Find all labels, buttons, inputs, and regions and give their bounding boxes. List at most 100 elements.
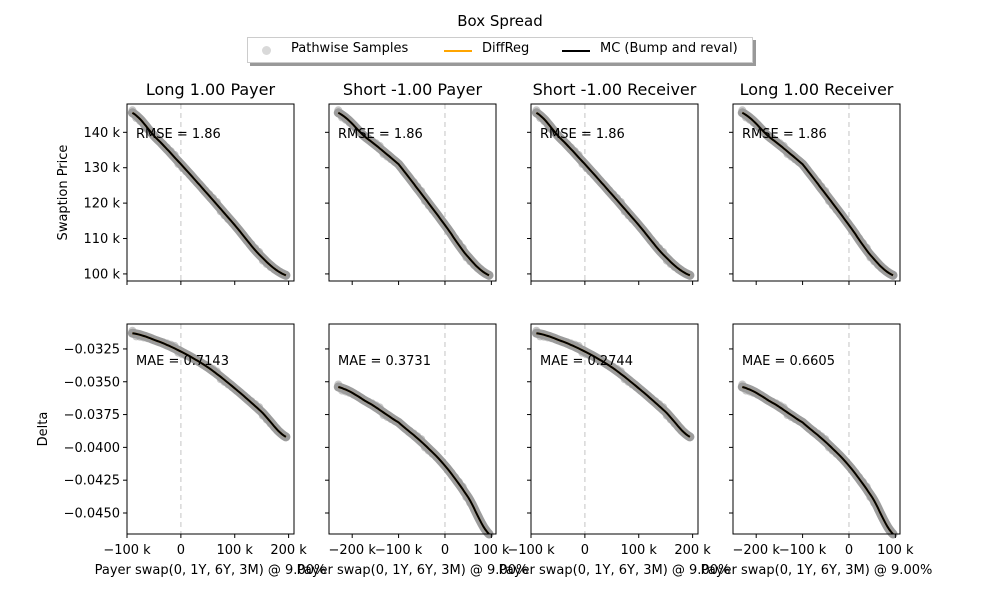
y-tick-label: 120 k [84, 197, 121, 212]
x-tick-label: −200 k [733, 543, 781, 558]
metric-annotation: MAE = 0.3731 [338, 354, 431, 369]
mc-line [741, 111, 894, 277]
axes-frame [530, 323, 699, 535]
panel-bottom-1: −200 k −100 k 0 100 k MAE = 0.3731 Payer swap… [297, 323, 529, 578]
diffreg-line [132, 332, 287, 438]
axes-frame [126, 103, 295, 282]
x-tick-label: −100 k [779, 543, 827, 558]
legend-line-diffreg [444, 50, 472, 52]
mc-line [337, 111, 490, 277]
sample-point [532, 106, 541, 115]
panel-top-3: RMSE = 1.86 Long 1.00 Receiver [729, 80, 901, 285]
x-axis-label: Payer swap(0, 1Y, 6Y, 3M) @ 9.00% [95, 563, 327, 578]
panel-title: Long 1.00 Payer [146, 80, 276, 99]
metric-annotation: RMSE = 1.86 [742, 127, 827, 142]
y-tick-label: −0.0450 [64, 507, 120, 522]
panel-title: Short -1.00 Receiver [533, 80, 697, 99]
x-tick-label: −100 k [103, 543, 151, 558]
legend-marker-samples [262, 46, 271, 55]
x-tick-label: 0 [845, 543, 853, 558]
x-axis-label: Payer swap(0, 1Y, 6Y, 3M) @ 9.00% [701, 563, 933, 578]
pathwise-samples [127, 328, 291, 442]
mc-line [338, 386, 490, 535]
sample-point [334, 106, 343, 115]
figure-title: Box Spread [457, 12, 542, 30]
x-tick-label: 100 k [216, 543, 253, 558]
metric-annotation: RMSE = 1.86 [136, 127, 221, 142]
sample-point [659, 247, 668, 256]
panel-bottom-3: −200 k −100 k 0 100 k MAE = 0.6605 Payer swap… [701, 323, 933, 578]
x-tick-label: −100 k [507, 543, 555, 558]
panel-top-2: RMSE = 1.86 Short -1.00 Receiver [527, 80, 699, 285]
sample-point [255, 247, 264, 256]
metric-annotation: RMSE = 1.86 [338, 127, 423, 142]
pathwise-samples [333, 382, 494, 539]
diffreg-line [338, 386, 490, 535]
legend: Pathwise Samples DiffReg MC (Bump and re… [247, 37, 753, 63]
y-tick-label: −0.0350 [64, 375, 120, 390]
axes-frame [732, 323, 901, 535]
x-axis-label: Payer swap(0, 1Y, 6Y, 3M) @ 9.00% [499, 563, 731, 578]
panel-bottom-2: −100 k 0 100 k 200 k MAE = 0.2744 Payer swap(… [499, 323, 731, 578]
metric-annotation: MAE = 0.2744 [540, 354, 633, 369]
x-tick-label: 0 [177, 543, 185, 558]
mc-line [535, 111, 691, 277]
y-tick-label: −0.0400 [64, 441, 120, 456]
x-tick-label: 100 k [620, 543, 657, 558]
sample-point [170, 150, 179, 159]
mc-line [132, 332, 287, 438]
axes-frame [328, 323, 497, 535]
sample-point [862, 243, 871, 252]
sample-point [574, 150, 583, 159]
pathwise-samples [737, 382, 898, 539]
diffreg-line [536, 332, 691, 438]
y-tick-label: 100 k [84, 267, 121, 282]
x-axis-label: Payer swap(0, 1Y, 6Y, 3M) @ 9.00% [297, 563, 529, 578]
panel-title: Short -1.00 Payer [343, 80, 483, 99]
y-axis-label: Swaption Price [56, 145, 71, 241]
y-tick-label: 130 k [84, 161, 121, 176]
sample-point [616, 198, 625, 206]
panel-top-0: 100 k 110 k 120 k 130 k 140 k RMSE = 1.86 Long… [56, 80, 295, 285]
y-axis-label: Delta [36, 412, 51, 447]
panel-bottom-0: −0.0325 −0.0350 −0.0375 −0.0400 −0.0425 −0.04… [36, 323, 327, 578]
x-tick-label: −100 k [375, 543, 423, 558]
x-tick-label: 200 k [270, 543, 307, 558]
x-tick-label: 100 k [473, 543, 510, 558]
sample-point [821, 187, 830, 195]
sample-point [738, 106, 747, 115]
legend-label-diffreg: DiffReg [482, 41, 530, 56]
y-tick-label: −0.0375 [64, 408, 120, 423]
sample-point [417, 187, 426, 195]
sample-point [212, 198, 221, 206]
x-tick-label: 0 [441, 543, 449, 558]
axes-frame [732, 103, 901, 282]
sample-point [458, 243, 467, 252]
y-tick-label: −0.0425 [64, 474, 120, 489]
x-tick-label: −200 k [329, 543, 377, 558]
metric-annotation: MAE = 0.6605 [742, 354, 835, 369]
y-tick-label: 140 k [84, 126, 121, 141]
y-tick-label: −0.0325 [64, 342, 120, 357]
metric-annotation: RMSE = 1.86 [540, 127, 625, 142]
panel-title: Long 1.00 Receiver [740, 80, 894, 99]
x-tick-label: 0 [581, 543, 589, 558]
mc-line [742, 386, 894, 535]
x-tick-label: 100 k [877, 543, 914, 558]
mc-line [536, 332, 691, 438]
axes-frame [126, 323, 295, 535]
legend-line-mc [562, 50, 590, 52]
x-tick-label: 200 k [674, 543, 711, 558]
mc-line [131, 111, 287, 277]
axes-frame [530, 103, 699, 282]
legend-label-samples: Pathwise Samples [291, 41, 409, 56]
sample-point [128, 106, 137, 115]
metric-annotation: MAE = 0.7143 [136, 354, 229, 369]
pathwise-samples [531, 328, 695, 442]
panel-top-1: RMSE = 1.86 Short -1.00 Payer [325, 80, 497, 285]
y-tick-label: 110 k [84, 232, 121, 247]
diffreg-line [742, 386, 894, 535]
axes-frame [328, 103, 497, 282]
legend-label-mc: MC (Bump and reval) [600, 41, 738, 56]
